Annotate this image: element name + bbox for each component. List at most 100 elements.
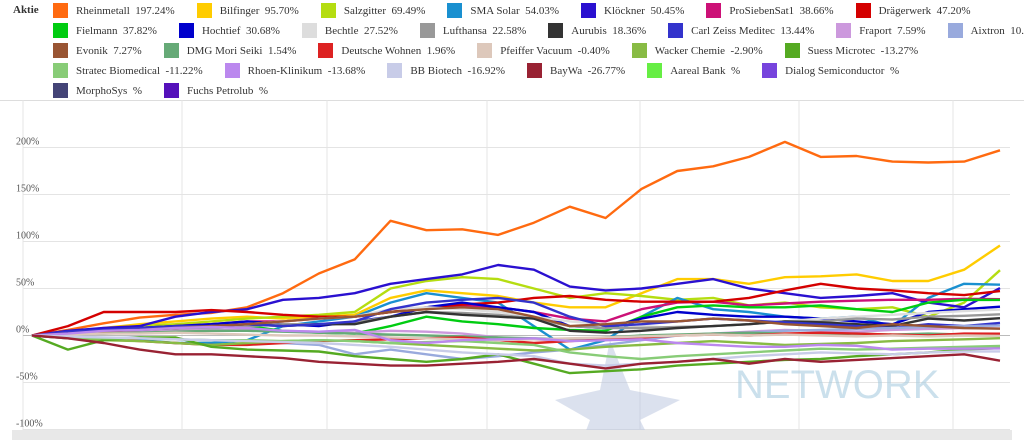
legend-item-fielmann[interactable]: Fielmann 37.82% — [53, 23, 157, 38]
legend-item-deutsche-wohnen[interactable]: Deutsche Wohnen 1.96% — [318, 43, 455, 58]
legend-swatch — [762, 63, 778, 78]
legend-item-bechtle[interactable]: Bechtle 27.52% — [301, 23, 398, 38]
legend-swatch — [855, 3, 871, 18]
legend-swatch — [318, 43, 334, 58]
legend-swatch — [647, 63, 663, 78]
y-tick-label: 0% — [16, 325, 29, 336]
legend-item-bilfinger[interactable]: Bilfinger 95.70% — [196, 3, 299, 18]
series-line-klockner — [31, 263, 1001, 337]
legend-swatch — [320, 3, 336, 18]
legend-row: Rheinmetall 197.24% Bilfinger 95.70% Salzg… — [53, 3, 971, 18]
legend-label: Hochtief 30.68% — [201, 24, 280, 37]
legend-swatch — [447, 3, 463, 18]
legend-label: Wacker Chemie -2.90% — [654, 44, 763, 57]
legend-item-prosiebensat1[interactable]: ProSiebenSat1 38.66% — [706, 3, 834, 18]
legend-label: Pfeiffer Vacuum -0.40% — [500, 44, 610, 57]
legend-item-fraport[interactable]: Fraport 7.59% — [836, 23, 926, 38]
legend-label: MorphoSys % — [76, 84, 143, 97]
legend-item-aareal-bank[interactable]: Aareal Bank % — [647, 63, 740, 78]
legend-swatch — [836, 23, 852, 38]
legend-swatch — [706, 3, 722, 18]
legend-item-wacker-chemie[interactable]: Wacker Chemie -2.90% — [631, 43, 763, 58]
legend-label: Fuchs Petrolub % — [187, 84, 268, 97]
legend-swatch — [53, 43, 68, 58]
legend-row: Evonik 7.27% DMG Mori Seiki 1.54% Deutsche… — [53, 43, 918, 58]
legend-label: Carl Zeiss Meditec 13.44% — [691, 24, 815, 37]
legend-label: Fraport 7.59% — [859, 24, 926, 37]
legend-item-stratec-biomedical[interactable]: Stratec Biomedical -11.22% — [53, 63, 203, 78]
legend-item-hochtief[interactable]: Hochtief 30.68% — [178, 23, 280, 38]
legend-item-fuchs-petrolub[interactable]: Fuchs Petrolub % — [164, 83, 268, 98]
line-chart: -100% -50% 0% 50% 100% 150% 200% NETWORK — [0, 100, 1024, 440]
legend-label: Aixtron 10.58% — [970, 24, 1024, 37]
legend-swatch — [387, 63, 403, 78]
y-tick-label: -50% — [16, 372, 38, 383]
legend-item-evonik[interactable]: Evonik 7.27% — [53, 43, 142, 58]
legend-item-pfeiffer-vacuum[interactable]: Pfeiffer Vacuum -0.40% — [477, 43, 610, 58]
legend-label: Deutsche Wohnen 1.96% — [341, 44, 456, 57]
legend-row: Fielmann 37.82% Hochtief 30.68% Bechtle 27… — [53, 23, 1024, 38]
legend-swatch — [301, 23, 317, 38]
legend-swatch — [548, 23, 564, 38]
legend-title: Aktie — [13, 4, 39, 16]
legend-item-dragerwerk[interactable]: Drägerwerk 47.20% — [855, 3, 971, 18]
legend-swatch — [53, 23, 68, 38]
scrollbar-track — [12, 430, 1012, 440]
legend-label: Klöckner 50.45% — [604, 4, 685, 17]
legend-swatch — [784, 43, 800, 58]
legend-label: BB Biotech -16.92% — [410, 64, 506, 77]
y-tick-label: 100% — [16, 231, 39, 242]
legend-swatch — [527, 63, 543, 78]
legend-swatch — [419, 23, 435, 38]
y-tick-label: -100% — [16, 419, 43, 430]
legend-item-suess-microtec[interactable]: Suess Microtec -13.27% — [784, 43, 919, 58]
legend-label: Aurubis 18.36% — [571, 24, 647, 37]
chart-legend: Aktie Rheinmetall 197.24% Bilfinger 95.70… — [0, 0, 1024, 100]
legend-label: Bechtle 27.52% — [324, 24, 398, 37]
legend-swatch — [163, 43, 179, 58]
legend-item-klockner[interactable]: Klöckner 50.45% — [581, 3, 684, 18]
legend-item-aurubis[interactable]: Aurubis 18.36% — [548, 23, 646, 38]
series-line-wacker-chemie — [31, 334, 1001, 352]
legend-item-rheinmetall[interactable]: Rheinmetall 197.24% — [53, 3, 175, 18]
legend-item-lufthansa[interactable]: Lufthansa 22.58% — [419, 23, 527, 38]
legend-swatch — [477, 43, 493, 58]
legend-swatch — [668, 23, 684, 38]
legend-swatch — [53, 3, 68, 18]
legend-label: Drägerwerk 47.20% — [878, 4, 971, 17]
legend-label: Rhoen-Klinikum -13.68% — [247, 64, 366, 77]
legend-label: Stratec Biomedical -11.22% — [76, 64, 203, 77]
legend-item-rhoen-klinikum[interactable]: Rhoen-Klinikum -13.68% — [224, 63, 366, 78]
legend-swatch — [196, 3, 212, 18]
series-line-baywa — [31, 334, 1001, 370]
legend-label: Fielmann 37.82% — [76, 24, 157, 37]
legend-item-aixtron[interactable]: Aixtron 10.58% — [947, 23, 1024, 38]
y-tick-label: 200% — [16, 137, 39, 148]
series-line-suess-microtec — [31, 334, 1001, 375]
legend-item-salzgitter[interactable]: Salzgitter 69.49% — [320, 3, 425, 18]
legend-label: SMA Solar 54.03% — [470, 4, 560, 17]
legend-swatch — [53, 63, 68, 78]
legend-label: BayWa -26.77% — [550, 64, 626, 77]
legend-item-dmg-mori-seiki[interactable]: DMG Mori Seiki 1.54% — [163, 43, 297, 58]
legend-swatch — [947, 23, 963, 38]
legend-item-dialog-semiconductor[interactable]: Dialog Semiconductor % — [762, 63, 899, 78]
legend-label: Suess Microtec -13.27% — [807, 44, 919, 57]
watermark-text: NETWORK — [735, 363, 940, 407]
legend-item-sma-solar[interactable]: SMA Solar 54.03% — [447, 3, 559, 18]
legend-label: Dialog Semiconductor % — [785, 64, 900, 77]
legend-item-carl-zeiss-meditec[interactable]: Carl Zeiss Meditec 13.44% — [668, 23, 814, 38]
legend-row: MorphoSys % Fuchs Petrolub % — [53, 83, 268, 98]
legend-swatch — [53, 83, 68, 98]
legend-label: Bilfinger 95.70% — [219, 4, 299, 17]
legend-item-bb-biotech[interactable]: BB Biotech -16.92% — [387, 63, 505, 78]
legend-row: Stratec Biomedical -11.22% Rhoen-Klinikum… — [53, 63, 899, 78]
legend-item-baywa[interactable]: BayWa -26.77% — [527, 63, 625, 78]
legend-label: Lufthansa 22.58% — [442, 24, 527, 37]
legend-label: DMG Mori Seiki 1.54% — [186, 44, 297, 57]
watermark-star-icon — [555, 340, 680, 440]
legend-item-morphosys[interactable]: MorphoSys % — [53, 83, 142, 98]
y-tick-label: 50% — [16, 278, 34, 289]
legend-swatch — [164, 83, 180, 98]
legend-swatch — [631, 43, 647, 58]
